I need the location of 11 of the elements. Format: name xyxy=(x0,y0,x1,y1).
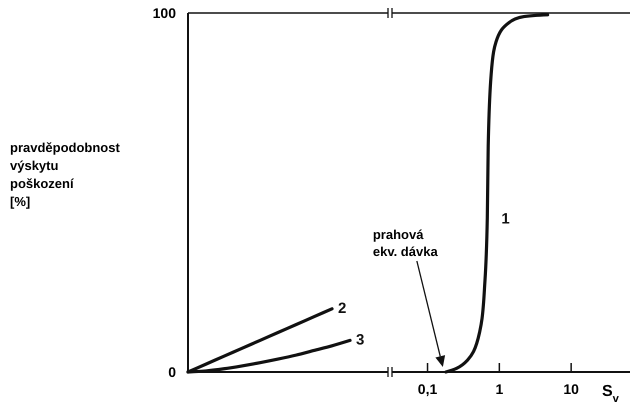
series-label: 3 xyxy=(356,331,364,348)
series-label: 1 xyxy=(501,210,510,228)
y-tick-label: 100 xyxy=(152,4,176,21)
x-tick-label: 1 xyxy=(495,381,504,397)
x-tick-label: 10 xyxy=(563,381,580,397)
y-axis-title: pravděpodobnost výskytu poškození [%] xyxy=(10,140,120,209)
series-label: 2 xyxy=(338,300,346,317)
y-tick-label: 0 xyxy=(168,364,176,380)
x-axis-title: S$_{v}$ xyxy=(602,383,620,405)
x-tick-label: 0,1 xyxy=(418,381,438,397)
annotation: prahová ekv. dávka xyxy=(372,227,438,259)
